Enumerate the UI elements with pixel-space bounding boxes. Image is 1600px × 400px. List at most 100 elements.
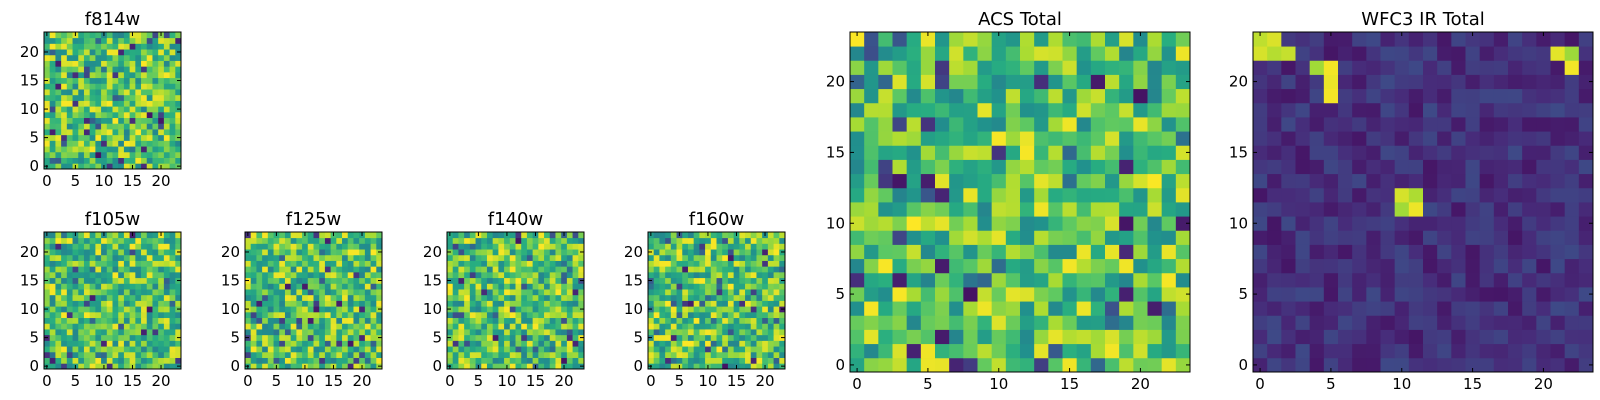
x-tick-label: 5	[474, 372, 484, 390]
heatmap-cell	[705, 254, 712, 261]
heatmap-cell	[347, 266, 354, 273]
heatmap-cell	[1423, 102, 1438, 118]
heatmap-cell	[44, 254, 51, 261]
heatmap-cell	[481, 300, 488, 307]
heatmap-cell	[279, 346, 286, 353]
heatmap-cell	[447, 237, 454, 244]
heatmap-cell	[727, 329, 735, 336]
heatmap-cell	[1479, 287, 1495, 302]
heatmap-cell	[141, 94, 148, 101]
heatmap-cell	[727, 340, 735, 347]
heatmap-cell	[112, 83, 119, 90]
heatmap-cell	[61, 277, 68, 284]
heatmap-cell	[123, 311, 131, 319]
heatmap-cell	[670, 232, 677, 239]
heatmap-cell	[61, 89, 68, 96]
heatmap-cell	[878, 88, 893, 104]
heatmap-cell	[572, 232, 579, 239]
heatmap-cell	[716, 311, 723, 319]
heatmap-cell	[313, 334, 320, 341]
heatmap-cell	[1323, 230, 1339, 245]
heatmap-cell	[1550, 287, 1566, 302]
heatmap-cell	[262, 323, 269, 330]
heatmap-cell	[72, 83, 79, 90]
heatmap-cell	[949, 287, 964, 302]
heatmap-cell	[101, 289, 108, 296]
heatmap-cell	[78, 129, 85, 136]
heatmap-cell	[687, 277, 695, 284]
heatmap-cell	[733, 271, 740, 279]
heatmap-cell	[146, 329, 153, 336]
heatmap-cell	[290, 283, 297, 290]
heatmap-cell	[245, 351, 252, 358]
heatmap-cell	[963, 102, 978, 118]
heatmap-cell	[78, 94, 85, 101]
heatmap-cell	[1048, 159, 1063, 175]
heatmap-cell	[566, 346, 573, 353]
heatmap-cell	[146, 249, 153, 256]
heatmap-cell	[364, 300, 371, 307]
x-tick-label: 0	[1255, 375, 1265, 393]
heatmap-cell	[95, 83, 102, 90]
heatmap-cell	[83, 123, 91, 130]
heatmap-cell	[1281, 117, 1296, 132]
heatmap-cell	[101, 60, 108, 67]
heatmap-cell	[521, 300, 528, 307]
heatmap-cell	[112, 363, 119, 370]
heatmap-cell	[1076, 145, 1092, 160]
heatmap-cell	[245, 254, 252, 261]
heatmap-cell	[290, 232, 297, 239]
heatmap-cell	[722, 237, 729, 244]
axes-frame	[1252, 31, 1594, 373]
heatmap-cell	[1352, 287, 1367, 302]
heatmap-cell	[95, 260, 102, 267]
heatmap-cell	[83, 300, 91, 307]
heatmap-cell	[158, 49, 165, 56]
heatmap-cell	[342, 300, 349, 307]
heatmap-cell	[1323, 74, 1339, 90]
heatmap-cell	[66, 237, 73, 244]
heatmap-cell	[850, 173, 865, 189]
heatmap-cell	[1380, 173, 1396, 189]
heatmap-cell	[307, 243, 314, 250]
heatmap-cell	[78, 89, 85, 96]
heatmap-cell	[878, 258, 893, 274]
heatmap-cell	[509, 249, 516, 256]
heatmap-cell	[61, 232, 68, 239]
heatmap-cell	[977, 329, 993, 345]
heatmap-cell	[1437, 187, 1452, 203]
heatmap-cell	[1423, 60, 1438, 75]
heatmap-cell	[1253, 159, 1268, 175]
heatmap-cell	[492, 334, 499, 341]
heatmap-cell	[544, 311, 551, 319]
heatmap-cell	[1020, 244, 1035, 260]
heatmap-cell	[112, 300, 119, 307]
heatmap-cell	[665, 277, 672, 284]
heatmap-cell	[135, 111, 142, 119]
x-tick-label: 0	[646, 372, 656, 390]
heatmap-cell	[169, 294, 176, 301]
heatmap-cell	[1161, 244, 1177, 260]
heatmap-cell	[1062, 258, 1078, 274]
heatmap-cell	[78, 117, 85, 124]
heatmap-cell	[773, 271, 780, 279]
heatmap-cell	[1267, 258, 1282, 274]
heatmap-cell	[566, 243, 573, 250]
heatmap-cell	[267, 271, 274, 279]
heatmap-cell	[1309, 102, 1325, 118]
heatmap-cell	[141, 283, 148, 290]
heatmap-cell	[123, 266, 131, 273]
heatmap-cell	[152, 66, 159, 73]
heatmap-cell	[169, 237, 176, 244]
heatmap-cell	[665, 306, 672, 313]
heatmap-cell	[152, 277, 159, 284]
heatmap-cell	[72, 77, 79, 84]
heatmap-cell	[716, 329, 723, 336]
heatmap-cell	[95, 32, 102, 39]
heatmap-cell	[169, 243, 176, 250]
heatmap-cell	[1423, 117, 1438, 132]
heatmap-cell	[1479, 32, 1495, 47]
heatmap-cell	[1175, 131, 1191, 146]
heatmap-cell	[1408, 272, 1424, 288]
heatmap-cell	[158, 266, 165, 273]
